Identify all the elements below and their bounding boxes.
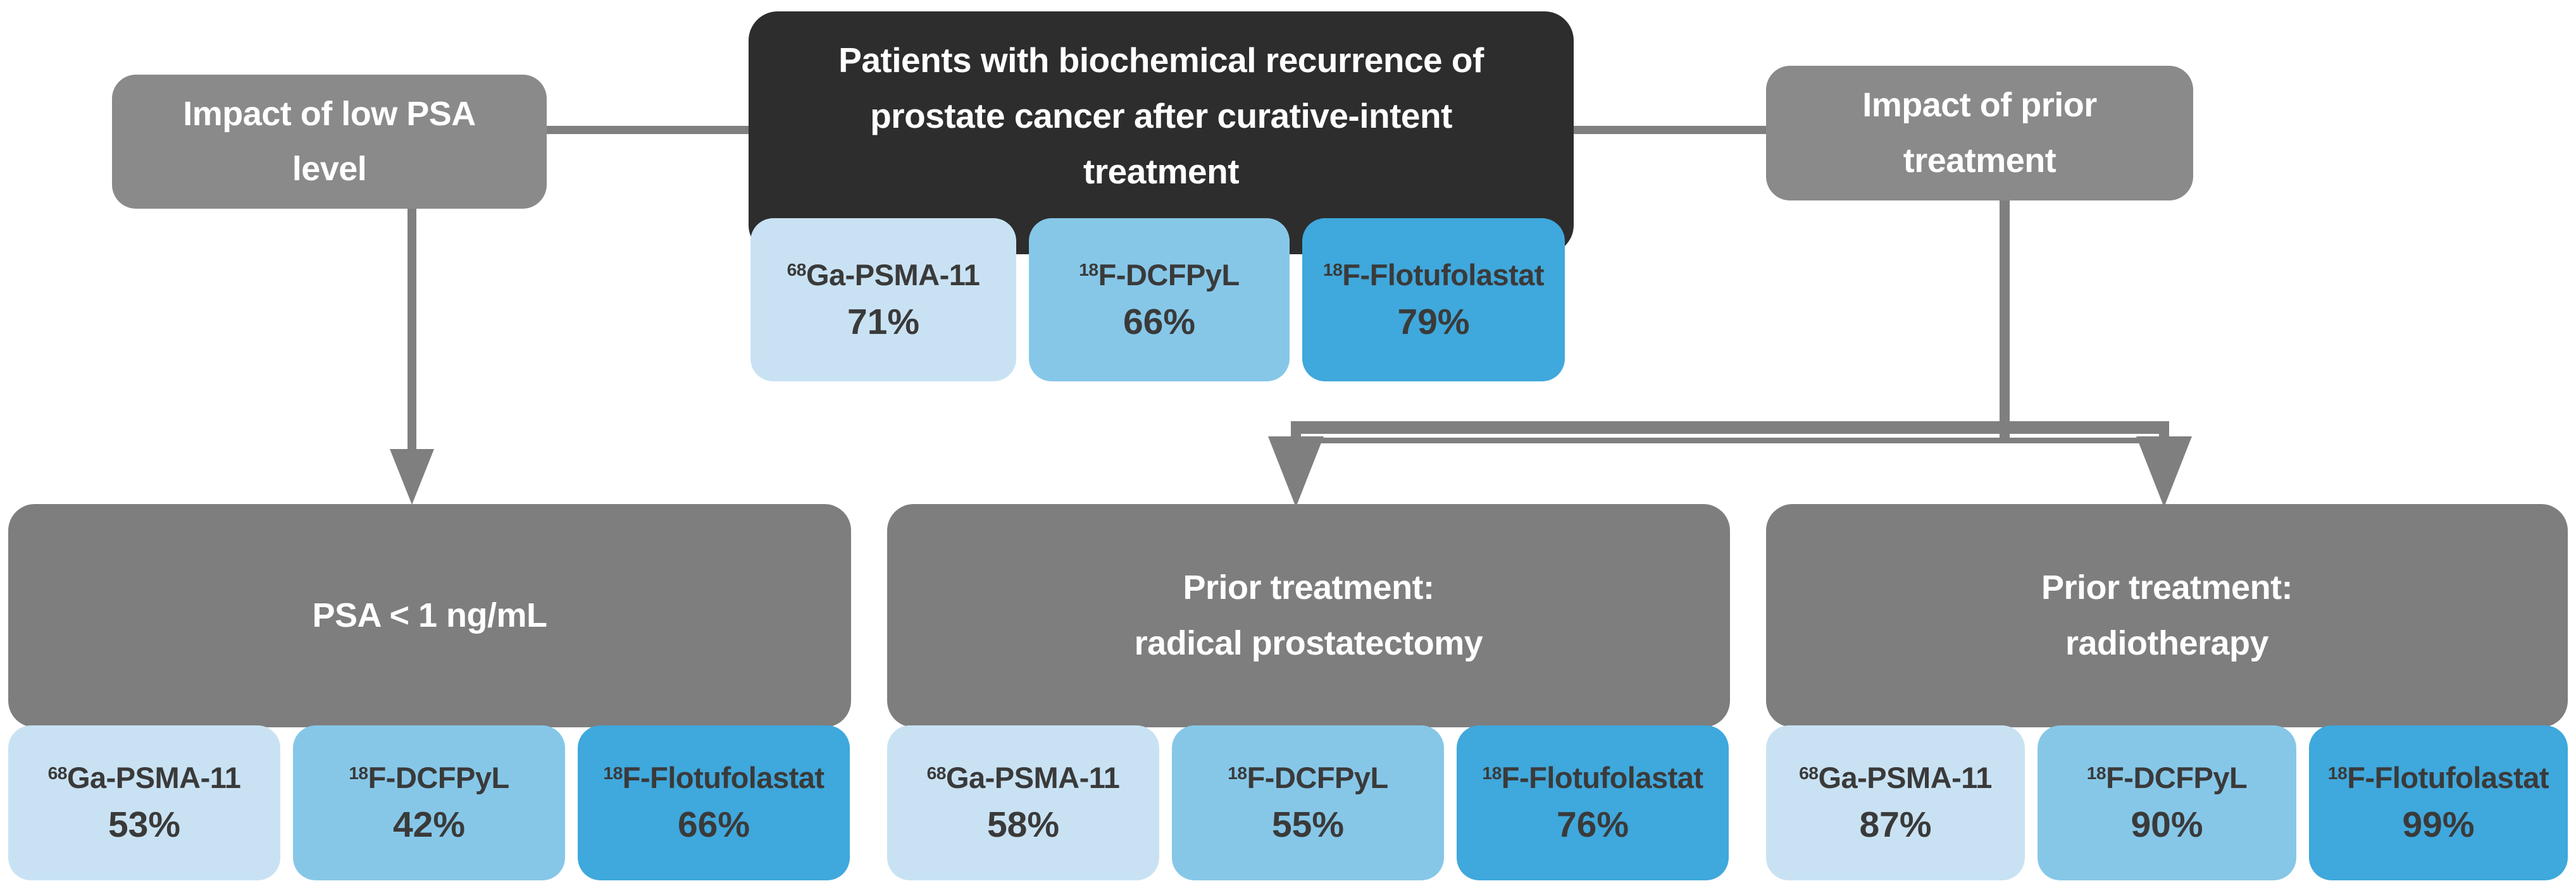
connector-psa-vertical xyxy=(408,209,416,452)
subgroup-node-title: PSA < 1 ng/mL xyxy=(312,596,547,634)
tracer-detection-rate: 66% xyxy=(677,804,750,845)
tracer-card-f-flotufolastat: 18F-Flotufolastat 99% xyxy=(2309,725,2568,880)
tracer-name: 68Ga-PSMA-11 xyxy=(927,760,1120,795)
tracer-card-f-flotufolastat: 18F-Flotufolastat 76% xyxy=(1457,725,1729,880)
tracer-name: 68Ga-PSMA-11 xyxy=(48,760,241,795)
isotope-superscript: 18 xyxy=(2086,762,2106,783)
branch-node-label: Impact of low PSA level xyxy=(183,94,476,188)
tracer-name-text: Ga-PSMA-11 xyxy=(1818,761,1992,794)
isotope-superscript: 18 xyxy=(603,762,623,783)
subgroup-node-radical-prostatectomy: Prior treatment: radical prostatectomy xyxy=(887,504,1730,727)
tracer-detection-rate: 55% xyxy=(1271,804,1345,845)
arrow-down-icon xyxy=(1268,436,1324,507)
arrow-down-icon xyxy=(2136,436,2192,507)
tracer-card-f-dcfpyl: 18F-DCFPyL 55% xyxy=(1172,725,1444,880)
root-node-title: Patients with biochemical recurrence of … xyxy=(838,40,1484,191)
tracer-name-text: F-DCFPyL xyxy=(1098,257,1240,292)
tracer-name-text: F-DCFPyL xyxy=(2106,761,2248,794)
root-node-biochemical-recurrence: Patients with biochemical recurrence of … xyxy=(749,11,1574,254)
arrow-down-icon xyxy=(390,449,434,505)
branch-node-label: Impact of prior treatment xyxy=(1862,86,2097,180)
tracer-name: 18F-Flotufolastat xyxy=(1482,760,1703,795)
connector-branchleft-to-root xyxy=(547,126,749,134)
branch-node-prior-treatment: Impact of prior treatment xyxy=(1766,66,2193,200)
tracer-card-ga-psma-11: 68Ga-PSMA-11 58% xyxy=(887,725,1159,880)
tracer-card-f-flotufolastat: 18F-Flotufolastat 79% xyxy=(1302,218,1565,381)
tracer-name: 68Ga-PSMA-11 xyxy=(787,257,980,292)
tracer-name-text: F-DCFPyL xyxy=(368,761,510,794)
subgroup-node-title: Prior treatment: radical prostatectomy xyxy=(1134,569,1483,662)
isotope-superscript: 18 xyxy=(1228,762,1247,783)
tracer-name-text: F-Flotufolastat xyxy=(2347,761,2549,794)
tracer-card-ga-psma-11: 68Ga-PSMA-11 87% xyxy=(1766,725,2025,880)
subgroup-node-psa-lt-1: PSA < 1 ng/mL xyxy=(8,504,851,727)
tracer-name-text: Ga-PSMA-11 xyxy=(945,761,1120,794)
tracer-card-f-dcfpyl: 18F-DCFPyL 90% xyxy=(2038,725,2296,880)
isotope-superscript: 68 xyxy=(787,259,807,280)
tracer-detection-rate: 66% xyxy=(1123,301,1196,342)
tracer-name: 68Ga-PSMA-11 xyxy=(1799,760,1992,795)
tracer-name: 18F-DCFPyL xyxy=(349,760,509,795)
tracer-detection-rate: 99% xyxy=(2402,804,2475,845)
tracer-detection-rate: 76% xyxy=(1556,804,1629,845)
tracer-card-ga-psma-11: 68Ga-PSMA-11 53% xyxy=(8,725,280,880)
isotope-superscript: 68 xyxy=(926,762,947,783)
tracer-card-f-dcfpyl: 18F-DCFPyL 66% xyxy=(1029,218,1290,381)
subgroup-node-title: Prior treatment: radiotherapy xyxy=(2041,569,2293,662)
tracer-name: 18F-DCFPyL xyxy=(2087,760,2248,795)
tracer-card-f-flotufolastat: 18F-Flotufolastat 66% xyxy=(578,725,850,880)
connector-prior-horizontal-bar-secondary xyxy=(1295,438,2165,443)
isotope-superscript: 18 xyxy=(1079,259,1098,280)
isotope-superscript: 18 xyxy=(2327,762,2348,783)
tracer-name: 18F-DCFPyL xyxy=(1228,760,1388,795)
tracer-name: 18F-Flotufolastat xyxy=(1322,257,1545,292)
tracer-name-text: F-DCFPyL xyxy=(1247,761,1389,794)
tracer-name-text: Ga-PSMA-11 xyxy=(66,761,241,794)
tracer-detection-rate: 90% xyxy=(2131,804,2203,845)
connector-prior-horizontal-bar xyxy=(1291,421,2169,434)
tracer-name-text: F-Flotufolastat xyxy=(622,761,824,794)
tracer-name: 18F-DCFPyL xyxy=(1079,257,1240,292)
isotope-superscript: 18 xyxy=(349,762,368,783)
tracer-detection-rate: 58% xyxy=(986,804,1060,845)
isotope-superscript: 18 xyxy=(1482,762,1502,783)
isotope-superscript: 18 xyxy=(1322,259,1343,280)
branch-node-low-psa: Impact of low PSA level xyxy=(112,75,547,209)
tracer-detection-rate: 42% xyxy=(392,804,466,845)
tracer-detection-rate: 87% xyxy=(1859,804,1932,845)
isotope-superscript: 68 xyxy=(47,762,68,783)
tracer-name-text: Ga-PSMA-11 xyxy=(806,257,980,292)
isotope-superscript: 68 xyxy=(1799,762,1819,783)
tracer-detection-rate: 71% xyxy=(847,301,920,342)
tracer-detection-rate: 53% xyxy=(108,804,181,845)
tracer-name: 18F-Flotufolastat xyxy=(2328,760,2549,795)
subgroup-node-radiotherapy: Prior treatment: radiotherapy xyxy=(1766,504,2568,727)
tracer-card-f-dcfpyl: 18F-DCFPyL 42% xyxy=(293,725,565,880)
connector-prior-vertical xyxy=(2000,200,2010,438)
tracer-name-text: F-Flotufolastat xyxy=(1342,257,1545,292)
tracer-card-ga-psma-11: 68Ga-PSMA-11 71% xyxy=(750,218,1016,381)
connector-root-to-branchright xyxy=(1574,126,1766,134)
tracer-name: 18F-Flotufolastat xyxy=(603,760,824,795)
tracer-name-text: F-Flotufolastat xyxy=(1501,761,1703,794)
tracer-detection-rate: 79% xyxy=(1397,301,1470,342)
